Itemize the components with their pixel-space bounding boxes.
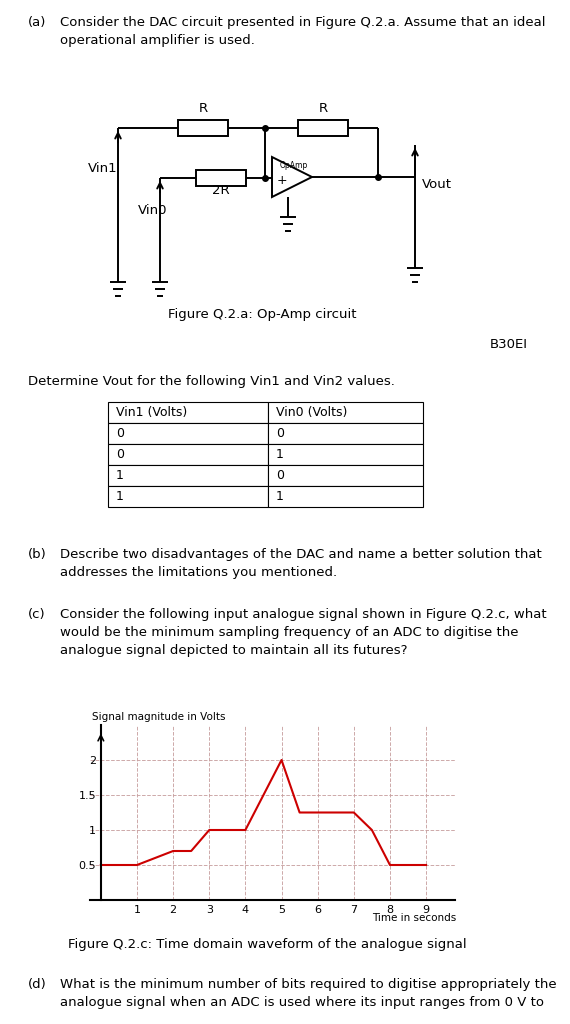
Text: addresses the limitations you mentioned.: addresses the limitations you mentioned.: [60, 566, 337, 579]
Text: Figure Q.2.a: Op-Amp circuit: Figure Q.2.a: Op-Amp circuit: [168, 308, 356, 321]
Text: Consider the following input analogue signal shown in Figure Q.2.c, what: Consider the following input analogue si…: [60, 608, 547, 621]
Bar: [196, 170, 246, 186]
Text: +: +: [277, 173, 288, 186]
Text: Vin1: Vin1: [88, 162, 117, 174]
Text: 1: 1: [116, 490, 124, 503]
Text: B30EI: B30EI: [490, 338, 528, 351]
Text: analogue signal depicted to maintain all its futures?: analogue signal depicted to maintain all…: [60, 644, 408, 657]
Bar: [108, 465, 268, 486]
Text: OpAmp: OpAmp: [280, 161, 308, 170]
Bar: [268, 444, 423, 465]
Text: Time in seconds: Time in seconds: [373, 912, 457, 923]
Text: (c): (c): [28, 608, 46, 621]
Text: Determine Vout for the following Vin1 and Vin2 values.: Determine Vout for the following Vin1 an…: [28, 375, 395, 388]
Text: 0: 0: [276, 469, 284, 482]
Text: R: R: [319, 101, 328, 115]
Text: Vout: Vout: [422, 178, 452, 191]
Text: Vin0: Vin0: [138, 204, 168, 216]
Bar: [268, 465, 423, 486]
Bar: [268, 486, 423, 507]
Text: What is the minimum number of bits required to digitise appropriately the: What is the minimum number of bits requi…: [60, 978, 557, 991]
Bar: [178, 120, 228, 136]
Text: 0: 0: [116, 427, 124, 440]
Text: Vin1 (Volts): Vin1 (Volts): [116, 406, 188, 419]
Text: (d): (d): [28, 978, 47, 991]
Text: operational amplifier is used.: operational amplifier is used.: [60, 34, 255, 47]
Bar: [108, 423, 268, 444]
Text: Consider the DAC circuit presented in Figure Q.2.a. Assume that an ideal: Consider the DAC circuit presented in Fi…: [60, 16, 545, 29]
Bar: [268, 402, 423, 423]
Bar: [268, 423, 423, 444]
Bar: [108, 444, 268, 465]
Text: R: R: [198, 101, 207, 115]
Bar: [298, 120, 348, 136]
Text: Signal magnitude in Volts: Signal magnitude in Volts: [92, 712, 225, 722]
Text: Figure Q.2.c: Time domain waveform of the analogue signal: Figure Q.2.c: Time domain waveform of th…: [68, 938, 467, 951]
Text: 1: 1: [276, 490, 284, 503]
Text: analogue signal when an ADC is used where its input ranges from 0 V to: analogue signal when an ADC is used wher…: [60, 996, 544, 1009]
Text: (a): (a): [28, 16, 46, 29]
Bar: [108, 402, 268, 423]
Text: (b): (b): [28, 548, 47, 561]
Text: 1: 1: [116, 469, 124, 482]
Text: would be the minimum sampling frequency of an ADC to digitise the: would be the minimum sampling frequency …: [60, 626, 519, 639]
Text: 1: 1: [276, 449, 284, 461]
Text: 0: 0: [116, 449, 124, 461]
Text: Vin0 (Volts): Vin0 (Volts): [276, 406, 347, 419]
Text: Describe two disadvantages of the DAC and name a better solution that: Describe two disadvantages of the DAC an…: [60, 548, 542, 561]
Text: 0: 0: [276, 427, 284, 440]
Bar: [108, 486, 268, 507]
Text: 2R: 2R: [212, 183, 230, 197]
